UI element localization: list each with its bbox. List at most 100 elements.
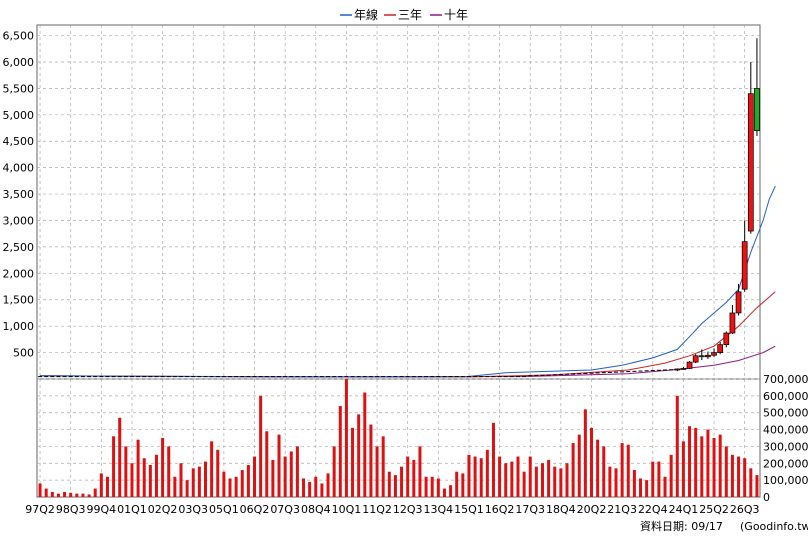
volume-bar <box>442 488 446 497</box>
volume-bar <box>412 459 416 497</box>
x-tick-label: 15Q1 <box>454 503 484 516</box>
volume-bar <box>651 461 655 497</box>
volume-bar <box>253 456 257 497</box>
volume-bar <box>44 488 48 497</box>
volume-bar <box>467 454 471 497</box>
candle-body <box>717 344 724 353</box>
volume-bar <box>369 424 373 497</box>
volume-tick-label: 500,000 <box>763 407 808 420</box>
volume-bar <box>308 481 312 497</box>
volume-bar <box>547 459 551 497</box>
volume-bar <box>295 446 299 497</box>
x-tick-label: 26Q3 <box>730 503 760 516</box>
volume-bar <box>461 473 465 497</box>
candle-body <box>686 361 693 369</box>
volume-bar <box>645 480 649 497</box>
volume-bar <box>203 461 207 497</box>
volume-bar <box>510 461 514 497</box>
candle-body <box>741 241 748 290</box>
price-tick-label: 6,000 <box>3 56 35 69</box>
price-tick-label: 1,500 <box>3 294 35 307</box>
x-axis: 97Q2 98Q3 99Q4 01Q1 02Q2 03Q3 05Q1 06Q2 07Q3 08Q4… <box>25 503 759 516</box>
candle-body <box>692 355 699 363</box>
volume-bar <box>93 488 97 497</box>
legend-label-year: 年線 <box>354 7 378 22</box>
volume-bar <box>479 458 483 497</box>
volume-bar <box>522 471 526 497</box>
volume-bar <box>387 471 391 497</box>
x-tick-label: 01Q1 <box>117 503 147 516</box>
volume-bar <box>614 468 618 497</box>
price-panel-frame <box>36 24 761 380</box>
volume-bar <box>332 446 336 497</box>
volume-tick-label: 0 <box>763 491 770 504</box>
volume-bar <box>375 446 379 497</box>
candle-body <box>698 355 705 358</box>
volume-tick-label: 100,000 <box>763 474 808 487</box>
price-tick-label: 4,000 <box>3 162 35 175</box>
x-tick-label: 18Q4 <box>546 503 576 516</box>
volume-bar <box>56 493 60 497</box>
volume-bar <box>118 417 122 497</box>
volume-tick-label: 300,000 <box>763 440 808 453</box>
volume-bar <box>724 446 728 497</box>
volume-bar <box>320 483 324 497</box>
legend-label-3y: 三年 <box>398 8 422 22</box>
volume-bar <box>38 483 42 497</box>
volume-bar <box>608 466 612 497</box>
volume-bar <box>197 466 201 497</box>
candle-body <box>729 312 736 334</box>
price-tick-label: 3,500 <box>3 188 35 201</box>
candle-body <box>747 93 754 232</box>
volume-bar <box>112 436 116 497</box>
volume-bar <box>755 475 759 497</box>
volume-bar <box>485 449 489 497</box>
volume-bar <box>400 466 404 497</box>
volume-bar <box>75 493 79 497</box>
volume-bar <box>491 422 495 497</box>
volume-bar <box>234 476 238 497</box>
volume-bar <box>124 446 128 497</box>
volume-bars <box>38 379 759 497</box>
volume-bar <box>749 468 753 497</box>
x-tick-label: 17Q3 <box>515 503 545 516</box>
volume-bar <box>620 443 624 497</box>
volume-bar <box>246 464 250 497</box>
volume-bar <box>167 446 171 497</box>
candle-body <box>735 291 742 314</box>
price-tick-label: 6,500 <box>3 30 35 43</box>
x-tick-label: 21Q3 <box>607 503 637 516</box>
x-tick-label: 02Q2 <box>148 503 178 516</box>
volume-bar <box>228 478 232 497</box>
volume-bar <box>694 427 698 497</box>
volume-bar <box>430 476 434 497</box>
volume-bar <box>351 427 355 497</box>
price-tick-label: 5,000 <box>3 109 35 122</box>
volume-bar <box>700 436 704 497</box>
volume-bar <box>737 456 741 497</box>
x-tick-label: 13Q4 <box>423 503 453 516</box>
volume-bar <box>675 395 679 497</box>
volume-tick-label: 700,000 <box>763 373 808 386</box>
legend-label-10y: 十年 <box>444 8 468 22</box>
x-tick-label: 07Q3 <box>270 503 300 516</box>
x-tick-label: 20Q2 <box>577 503 607 516</box>
volume-bar <box>473 456 477 497</box>
volume-bar <box>50 491 54 497</box>
volume-bar <box>302 478 306 497</box>
volume-bar <box>663 476 667 497</box>
volume-bar <box>326 473 330 497</box>
candle-body <box>705 354 711 358</box>
volume-bar <box>436 478 440 497</box>
volume-bar <box>516 456 520 497</box>
volume-bar <box>81 493 85 497</box>
price-tick-label: 4,500 <box>3 135 35 148</box>
candle-body <box>723 332 730 346</box>
volume-bar <box>154 454 158 497</box>
volume-bar <box>271 459 275 497</box>
volume-bar <box>657 461 661 497</box>
volume-bar <box>571 443 575 497</box>
volume-bar <box>314 476 318 497</box>
volume-bar <box>191 468 195 497</box>
